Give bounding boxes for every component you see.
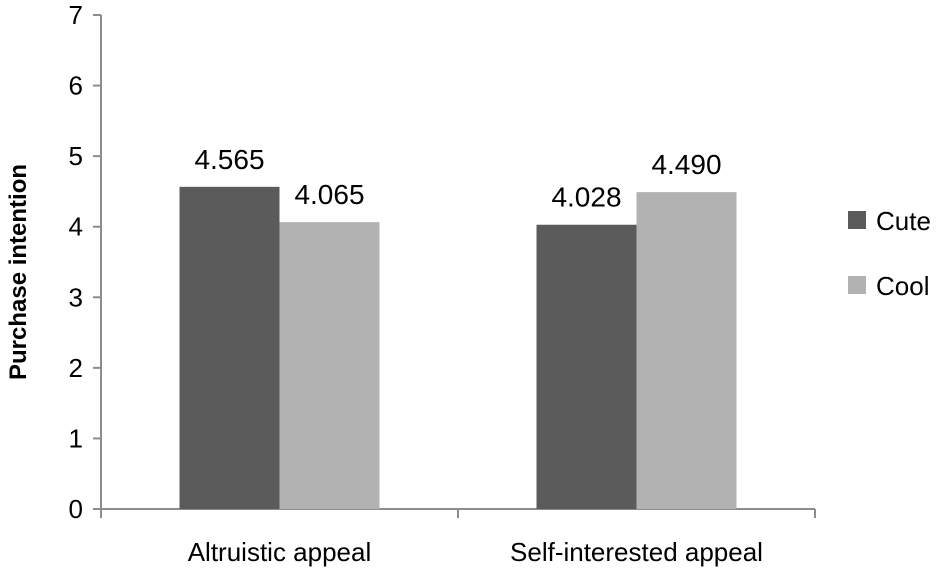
data-label: 4.490	[651, 149, 721, 180]
bar-cool-1	[636, 192, 737, 510]
bar-cool-0	[279, 222, 380, 509]
y-tick-label: 3	[69, 282, 83, 312]
data-label: 4.028	[551, 182, 621, 213]
y-tick-label: 6	[69, 71, 83, 101]
bar-cute-0	[179, 186, 280, 509]
bar-cute-1	[536, 224, 637, 509]
bars: 4.565 4.065 4.028 4.490	[179, 144, 737, 510]
axes: 0 1 2 3 4 5 6 7 Altruistic appeal Self-interested…	[69, 0, 816, 567]
y-axis-label: Purchase intention	[5, 164, 32, 380]
x-category-label: Altruistic appeal	[188, 537, 372, 567]
legend: Cute Cool	[848, 206, 931, 301]
y-tick-label: 0	[69, 494, 83, 524]
legend-swatch-cute	[848, 211, 866, 229]
y-tick-label: 4	[69, 212, 83, 242]
y-tick-label: 1	[69, 423, 83, 453]
legend-label: Cool	[876, 271, 929, 301]
legend-label: Cute	[876, 206, 931, 236]
legend-swatch-cool	[848, 276, 866, 294]
y-tick-label: 5	[69, 141, 83, 171]
y-tick-label: 7	[69, 0, 83, 30]
data-label: 4.065	[294, 179, 364, 210]
data-label: 4.565	[194, 144, 264, 175]
x-category-label: Self-interested appeal	[510, 537, 763, 567]
y-tick-label: 2	[69, 353, 83, 383]
